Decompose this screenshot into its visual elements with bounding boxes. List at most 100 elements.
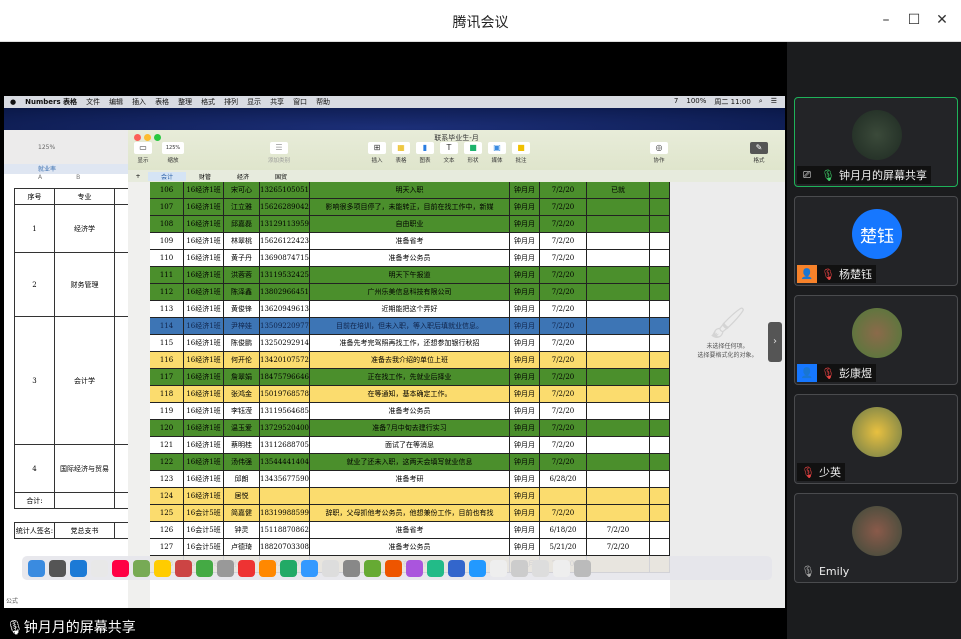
cell-phone[interactable]: 13119532425 xyxy=(260,267,310,284)
cell-empty[interactable] xyxy=(650,437,670,454)
media-button[interactable]: ▣ 媒体 xyxy=(488,142,506,164)
cell-note[interactable]: 面试了在等消息 xyxy=(310,437,510,454)
dock-app-icon[interactable] xyxy=(112,559,129,577)
dock-app-icon[interactable] xyxy=(238,559,255,577)
cell-cls[interactable]: 16经济1班 xyxy=(184,284,224,301)
cell-empty[interactable] xyxy=(650,352,670,369)
cell-cls[interactable]: 16经济1班 xyxy=(184,454,224,471)
cell-empty[interactable] xyxy=(650,284,670,301)
sheet-tab[interactable]: 财管 xyxy=(198,173,211,181)
cell-empty[interactable] xyxy=(650,403,670,420)
cell-by[interactable]: 钟月月 xyxy=(510,301,540,318)
table-row[interactable]: 109 16经济1班 林翠桃 15626122423 准备省考 钟月月 7/2/20 xyxy=(150,233,670,250)
cell-d1[interactable]: 7/2/20 xyxy=(540,199,587,216)
cell-cls[interactable]: 16经济1班 xyxy=(184,216,224,233)
dock-app-icon[interactable] xyxy=(28,559,45,577)
view-button[interactable]: ▭ 显示 xyxy=(134,142,152,164)
format-button[interactable]: ✎ 格式 xyxy=(750,142,768,164)
cell-name[interactable]: 卢德琦 xyxy=(224,539,260,556)
cell-no[interactable]: 122 xyxy=(150,454,184,471)
collaborate-button[interactable]: ◎ 协作 xyxy=(650,142,668,164)
cell-by[interactable]: 钟月月 xyxy=(510,539,540,556)
back-sheet-tab[interactable]: 就业率 xyxy=(4,164,133,174)
cell-by[interactable]: 钟月月 xyxy=(510,386,540,403)
cell-no[interactable]: 126 xyxy=(150,522,184,539)
cell-no[interactable]: 115 xyxy=(150,335,184,352)
cell-phone[interactable]: 13802966451 xyxy=(260,284,310,301)
cell-phone[interactable]: 13250292914 xyxy=(260,335,310,352)
cell-phone[interactable]: 13509220977 xyxy=(260,318,310,335)
cell-by[interactable]: 钟月月 xyxy=(510,318,540,335)
cell-d2[interactable] xyxy=(587,454,650,471)
dock-app-icon[interactable] xyxy=(553,559,570,577)
cell-no[interactable]: 111 xyxy=(150,267,184,284)
dock-app-icon[interactable] xyxy=(175,559,192,577)
cell-empty[interactable] xyxy=(650,488,670,505)
cell-d2[interactable] xyxy=(587,352,650,369)
expand-panel-button[interactable]: › xyxy=(768,322,782,362)
cell-d2[interactable] xyxy=(587,335,650,352)
table-row[interactable]: 118 16经济1班 张鸿金 15019768578 在等通知，基本确定工作。 钟月月 7/… xyxy=(150,386,670,403)
cell-empty[interactable] xyxy=(650,369,670,386)
cell-empty[interactable] xyxy=(650,267,670,284)
dock-app-icon[interactable] xyxy=(196,559,213,577)
table-row[interactable]: 121 16经济1班 蔡明桂 13112688705 面试了在等消息 钟月月 7/2/20 xyxy=(150,437,670,454)
cell-name[interactable]: 宋可心 xyxy=(224,182,260,199)
cell-no[interactable]: 124 xyxy=(150,488,184,505)
dock-app-icon[interactable] xyxy=(343,559,360,577)
minimize-button[interactable]: – xyxy=(882,12,890,28)
close-button[interactable]: ✕ xyxy=(936,12,948,28)
cell-no[interactable]: 117 xyxy=(150,369,184,386)
table-row[interactable]: 108 16经济1班 邱嘉磊 13129113959 自由职业 钟月月 7/2/20 xyxy=(150,216,670,233)
cell-note[interactable]: 辞职，父母抓他考公务员，他想兼份工作，目前也有找 xyxy=(310,505,510,522)
dock-app-icon[interactable] xyxy=(133,559,150,577)
cell-phone[interactable]: 15019768578 xyxy=(260,386,310,403)
cell-cls[interactable]: 16会计5班 xyxy=(184,505,224,522)
cell-empty[interactable] xyxy=(650,301,670,318)
cell-phone[interactable]: 13435677590 xyxy=(260,471,310,488)
cell-d2[interactable] xyxy=(587,250,650,267)
cell-empty[interactable] xyxy=(650,454,670,471)
cell-note[interactable]: 在等通知，基本确定工作。 xyxy=(310,386,510,403)
cell-cls[interactable]: 16经济1班 xyxy=(184,301,224,318)
cell-empty[interactable] xyxy=(650,182,670,199)
cell-by[interactable]: 钟月月 xyxy=(510,352,540,369)
cell-name[interactable]: 简嘉健 xyxy=(224,505,260,522)
table-row[interactable]: 114 16经济1班 尹梓娃 13509220977 目前在培训，但未入职，等入职后填就… xyxy=(150,318,670,335)
cell-d1[interactable]: 6/28/20 xyxy=(540,471,587,488)
cell-phone[interactable] xyxy=(260,488,310,505)
cell-by[interactable]: 钟月月 xyxy=(510,216,540,233)
dock-app-icon[interactable] xyxy=(70,559,87,577)
cell-name[interactable]: 陈俊鹏 xyxy=(224,335,260,352)
comment-button[interactable]: ■ 批注 xyxy=(512,142,530,164)
participant-tile[interactable]: 🎙 Emily xyxy=(794,493,958,583)
table-row[interactable]: 126 16会计5班 钟灵 15118870862 准备省考 钟月月 6/18/20 7/2/… xyxy=(150,522,670,539)
table-row[interactable]: 115 16经济1班 陈俊鹏 13250292914 准备先考完驾照再找工作，还想参加银… xyxy=(150,335,670,352)
cell-d1[interactable]: 7/2/20 xyxy=(540,386,587,403)
cell-d2[interactable] xyxy=(587,471,650,488)
cell-cls[interactable]: 16经济1班 xyxy=(184,318,224,335)
cell-phone[interactable]: 13265105051 xyxy=(260,182,310,199)
cell-d2[interactable]: 7/2/20 xyxy=(587,522,650,539)
table-button[interactable]: ▦ 表格 xyxy=(392,142,410,164)
cell-name[interactable]: 黄俊锋 xyxy=(224,301,260,318)
cell-name[interactable]: 居悦 xyxy=(224,488,260,505)
cell-d1[interactable]: 7/2/20 xyxy=(540,335,587,352)
cell-name[interactable]: 詹翠娟 xyxy=(224,369,260,386)
cell-empty[interactable] xyxy=(650,539,670,556)
cell-no[interactable]: 116 xyxy=(150,352,184,369)
cell-phone[interactable]: 13729520400 xyxy=(260,420,310,437)
cell-phone[interactable]: 18475796646 xyxy=(260,369,310,386)
cell-cls[interactable]: 16会计5班 xyxy=(184,522,224,539)
cell-d2[interactable] xyxy=(587,420,650,437)
cell-note[interactable]: 广州乐美信息科技有限公司 xyxy=(310,284,510,301)
cell-phone[interactable]: 13129113959 xyxy=(260,216,310,233)
text-button[interactable]: T 文本 xyxy=(440,142,458,164)
cell-by[interactable]: 钟月月 xyxy=(510,488,540,505)
cell-by[interactable]: 钟月月 xyxy=(510,471,540,488)
cell-empty[interactable] xyxy=(650,318,670,335)
cell-note[interactable]: 准备先考完驾照再找工作，还想参加银行秋招 xyxy=(310,335,510,352)
cell-d1[interactable]: 7/2/20 xyxy=(540,369,587,386)
cell-note[interactable]: 就业了还未入职，这两天会填写就业信息 xyxy=(310,454,510,471)
cell-d1[interactable]: 6/18/20 xyxy=(540,522,587,539)
